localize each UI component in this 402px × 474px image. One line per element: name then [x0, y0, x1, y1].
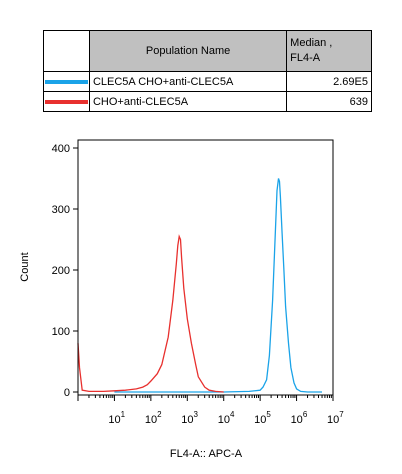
- y-tick-label: 300: [52, 204, 70, 216]
- series-line-cho: [77, 234, 224, 393]
- legend-header-blank: [43, 30, 90, 72]
- x-tick-label: 103: [181, 410, 198, 426]
- y-tick-label: 400: [52, 143, 70, 155]
- legend-population-name: CLEC5A CHO+anti-CLEC5A: [88, 71, 288, 92]
- x-axis-title: FL4-A:: APC-A: [170, 448, 243, 460]
- legend-header-median-line1: Median ,: [290, 37, 333, 49]
- legend-table: Population Name Median , FL4-A CLEC5A CH…: [43, 30, 372, 112]
- legend-swatch-cell: [43, 91, 90, 112]
- y-tick-label: 100: [52, 326, 70, 338]
- series-line-clec5a-cho: [114, 178, 322, 393]
- x-tick-label: 106: [291, 410, 308, 426]
- y-axis: 0 100 200 300 400: [52, 143, 78, 399]
- legend-median-value: 639: [286, 91, 372, 112]
- legend-header-name: Population Name: [88, 30, 288, 72]
- legend-header-median-line2: FL4-A: [290, 52, 321, 64]
- x-tick-label: 102: [145, 410, 162, 426]
- x-axis: 101 102 103 104 105 106 107: [77, 395, 344, 426]
- legend-header-row: Population Name Median , FL4-A: [43, 30, 372, 72]
- plot-frame: [77, 139, 334, 396]
- legend-row: CLEC5A CHO+anti-CLEC5A 2.69E5: [43, 71, 372, 92]
- x-tick-label: 107: [327, 410, 344, 426]
- legend-population-name: CHO+anti-CLEC5A: [88, 91, 288, 112]
- x-tick-label: 101: [108, 410, 125, 426]
- y-axis-title: Count: [19, 252, 31, 281]
- x-tick-label: 105: [254, 410, 271, 426]
- legend-swatch-cyan: [45, 79, 88, 84]
- y-tick-label: 200: [52, 265, 70, 277]
- y-tick-label: 0: [64, 387, 70, 399]
- series-group: [77, 178, 322, 393]
- legend-swatch-red: [45, 99, 88, 104]
- legend-header-median: Median , FL4-A: [286, 30, 372, 72]
- x-tick-label: 104: [218, 410, 235, 426]
- legend-row: CHO+anti-CLEC5A 639: [43, 91, 372, 112]
